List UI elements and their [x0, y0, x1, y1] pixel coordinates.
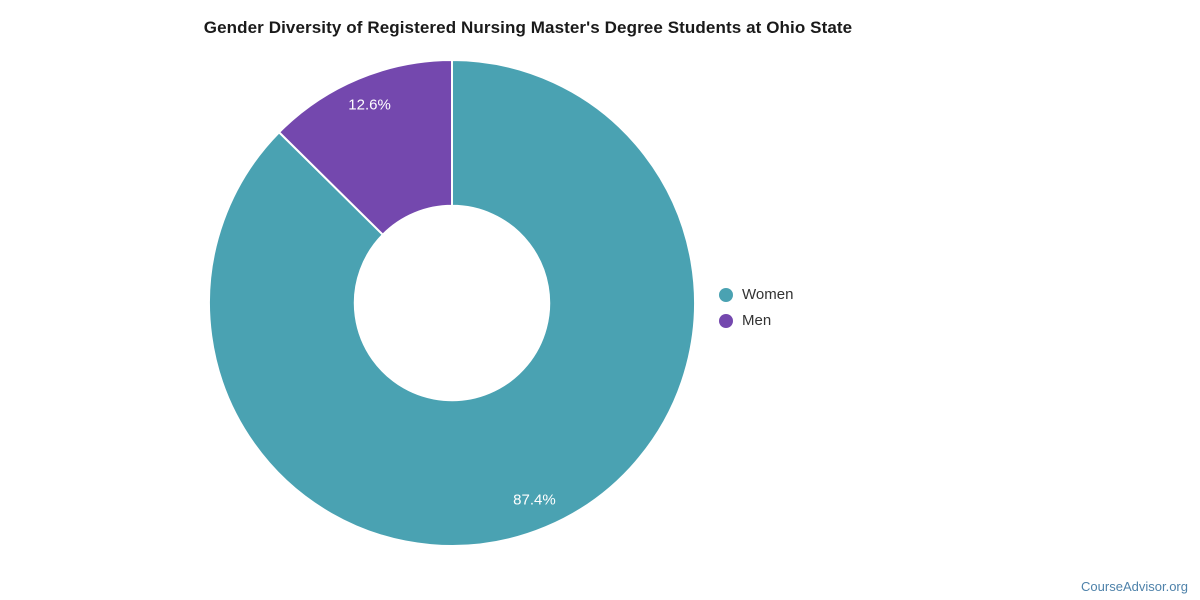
legend: Women Men — [719, 282, 793, 334]
legend-marker-men-icon — [719, 314, 733, 328]
slice-label-men: 12.6% — [348, 97, 391, 114]
donut-chart-svg: 87.4% 12.6% — [208, 59, 696, 547]
chart-title: Gender Diversity of Registered Nursing M… — [203, 18, 853, 37]
pie-slice-men[interactable] — [278, 59, 453, 236]
courseadvisor-link[interactable]: CourseAdvisor.org — [1081, 579, 1188, 594]
legend-item-women[interactable]: Women — [719, 282, 793, 308]
legend-item-men[interactable]: Men — [719, 308, 793, 334]
legend-label-men: Men — [742, 312, 772, 329]
legend-label-women: Women — [742, 286, 794, 303]
donut-chart: 87.4% 12.6% — [207, 58, 697, 548]
slice-label-women: 87.4% — [513, 491, 556, 508]
legend-marker-women-icon — [719, 288, 733, 302]
pie-slice-women[interactable] — [208, 59, 696, 547]
